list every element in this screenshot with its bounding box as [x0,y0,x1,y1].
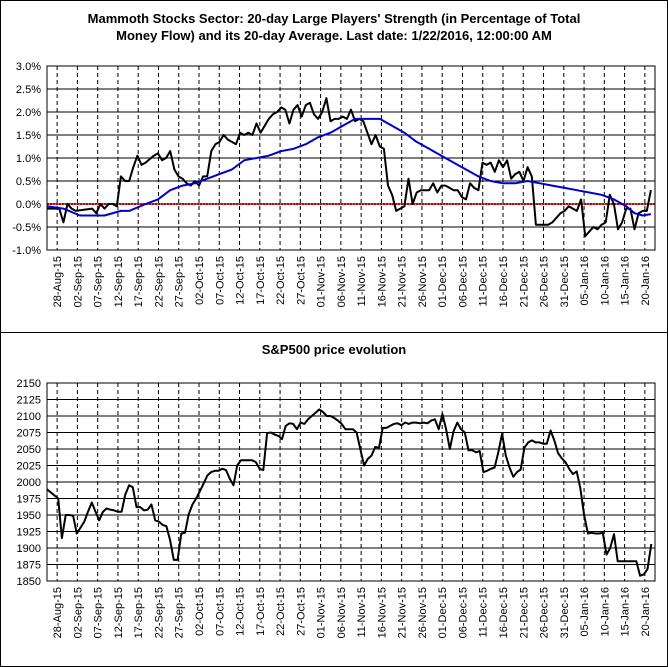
y-tick-label: 1975 [17,494,41,506]
x-tick-label: 26-Nov-15 [417,587,429,638]
x-tick-label: 12-Sep-15 [113,587,125,638]
x-tick-label: 20-Jan-16 [640,256,652,306]
x-tick-label: 21-Dec-15 [518,587,530,638]
x-tick-label: 06-Nov-15 [336,256,348,307]
x-tick-label: 11-Dec-15 [478,587,490,638]
title-line-1: Mammoth Stocks Sector: 20-day Large Play… [87,11,581,26]
panel-divider [1,332,667,333]
x-tick-label: 26-Dec-15 [539,587,551,638]
x-tick-label: 27-Oct-15 [295,587,307,636]
x-tick-label: 26-Dec-15 [539,256,551,307]
x-tick-label: 11-Dec-15 [478,256,490,307]
x-tick-label: 12-Oct-15 [235,587,247,636]
series-line-0 [47,97,652,238]
x-tick-label: 06-Dec-15 [457,256,469,307]
y-tick-label: 1850 [17,576,41,588]
x-tick-label: 06-Nov-15 [336,587,348,638]
x-tick-label: 02-Oct-15 [194,587,206,636]
x-tick-label: 22-Sep-15 [153,256,165,307]
strength-chart: 3.0% 2.5% 2.0% 1.5% 1.0% 0.5% 0.0% -0.5% -1.0% 28… [12,61,656,307]
x-tick-label: 21-Dec-15 [518,256,530,307]
y-tick-label: 2000 [17,477,41,489]
x-tick-label: 06-Dec-15 [457,587,469,638]
x-tick-label: 31-Dec-15 [559,256,571,307]
x-tick-label: 10-Jan-16 [599,256,611,306]
y-tick-label: 2075 [17,428,41,440]
x-tick-label: 17-Oct-15 [255,587,267,636]
x-tick-label: 11-Nov-15 [356,587,368,638]
y-tick-label: 1.5% [16,130,41,142]
x-tick-label: 02-Sep-15 [72,587,84,638]
x-tick-label: 07-Oct-15 [214,587,226,636]
x-tick-label: 17-Sep-15 [133,256,145,307]
x-tick-label: 07-Sep-15 [93,256,105,307]
x-tick-label: 01-Nov-15 [316,587,328,638]
x-tick-label: 02-Oct-15 [194,256,206,305]
x-tick-label: 31-Dec-15 [559,587,571,638]
x-tick-label: 22-Oct-15 [275,256,287,305]
x-tick-label: 15-Jan-16 [620,587,632,637]
x-tick-label: 11-Nov-15 [356,256,368,307]
y-tick-label: 0.5% [16,176,41,188]
x-tick-label: 16-Nov-15 [376,587,388,638]
y-tick-label: 2.0% [16,107,41,119]
y-tick-label: 2.5% [16,84,41,96]
x-tick-label: 05-Jan-16 [579,256,591,306]
x-tick-label: 02-Sep-15 [72,256,84,307]
x-tick-label: 22-Oct-15 [275,587,287,636]
x-tick-label: 16-Nov-15 [376,256,388,307]
y-tick-label: 1925 [17,527,41,539]
x-tick-label: 27-Sep-15 [174,587,186,638]
x-tick-label: 07-Sep-15 [93,587,105,638]
y-tick-label: 2100 [17,411,41,423]
y-tick-label: 2125 [17,395,41,407]
x-tick-label: 01-Nov-15 [316,256,328,307]
series-line-1 [46,117,652,217]
x-tick-label: 07-Oct-15 [214,256,226,305]
x-tick-label: 27-Sep-15 [174,256,186,307]
x-tick-label: 01-Dec-15 [437,587,449,638]
x-tick-label: 15-Jan-16 [620,256,632,306]
y-tick-label: 1950 [17,510,41,522]
plot-border [46,382,656,582]
y-tick-label: 1.0% [16,153,41,165]
series-line-0 [46,408,653,577]
chart-title-money-flow: Mammoth Stocks Sector: 20-day Large Play… [1,10,667,44]
x-tick-label: 20-Jan-16 [640,587,652,637]
y-tick-label: 1900 [17,543,41,555]
x-tick-label: 28-Aug-15 [52,256,64,307]
y-tick-label: -1.0% [12,245,41,257]
y-tick-label: 1875 [17,560,41,572]
y-tick-label: 0.0% [16,199,41,211]
x-tick-label: 16-Dec-15 [498,256,510,307]
x-tick-label: 21-Nov-15 [397,256,409,307]
x-tick-label: 21-Nov-15 [397,587,409,638]
x-tick-label: 27-Oct-15 [295,256,307,305]
x-tick-label: 10-Jan-16 [599,587,611,637]
y-tick-label: 2025 [17,461,41,473]
x-tick-label: 16-Dec-15 [498,587,510,638]
y-tick-label: -0.5% [12,222,41,234]
x-tick-label: 12-Sep-15 [113,256,125,307]
y-tick-label: 3.0% [16,61,41,73]
x-tick-label: 17-Sep-15 [133,587,145,638]
x-tick-label: 26-Nov-15 [417,256,429,307]
x-tick-label: 12-Oct-15 [235,256,247,305]
x-tick-label: 01-Dec-15 [437,256,449,307]
x-tick-label: 05-Jan-16 [579,587,591,637]
x-tick-label: 22-Sep-15 [153,587,165,638]
x-tick-label: 28-Aug-15 [52,587,64,638]
chart-title-sp500: S&P500 price evolution [261,342,407,357]
y-tick-label: 2050 [17,444,41,456]
title-line-2: Money Flow) and its 20-day Average. Last… [116,28,552,43]
y-tick-label: 2150 [17,378,41,390]
x-tick-label: 17-Oct-15 [255,256,267,305]
plot-border [46,65,656,251]
